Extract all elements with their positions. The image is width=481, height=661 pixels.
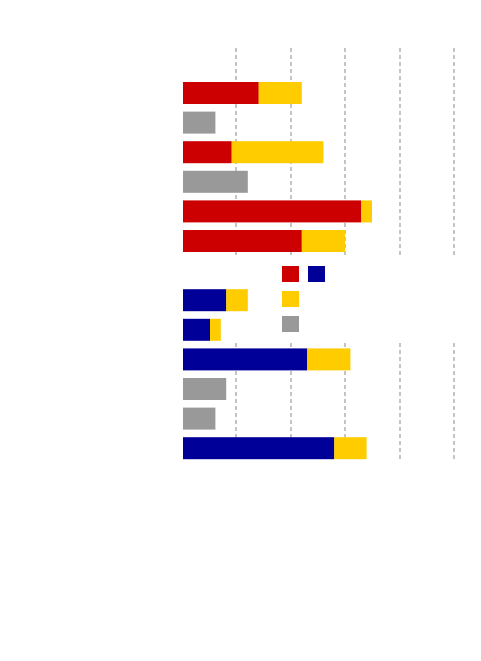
- bar-row-8-series-1: [183, 318, 210, 341]
- bar-row-4-series-0: [183, 200, 362, 223]
- legend-swatch-1: [308, 266, 325, 282]
- bar-row-12-series-1: [183, 437, 335, 460]
- bar-row-2-series-2: [231, 141, 324, 164]
- legend-swatch-0: [282, 266, 299, 282]
- bar-row-12-series-2: [334, 437, 367, 460]
- bar-row-7-series-1: [183, 289, 227, 312]
- bar-row-9-series-2: [307, 348, 351, 371]
- bar-row-0-series-2: [258, 82, 302, 104]
- bar-row-4-series-2: [361, 200, 372, 223]
- bar-row-7-series-2: [226, 289, 248, 312]
- legend-swatch-3: [282, 316, 299, 332]
- bar-row-3-series-3: [183, 170, 248, 193]
- legend-swatch-2: [282, 291, 299, 307]
- bar-row-10-series-3: [183, 378, 227, 400]
- bar-row-5-series-0: [183, 230, 302, 252]
- legend: [282, 266, 325, 332]
- bar-row-8-series-2: [210, 318, 221, 341]
- bar-row-11-series-3: [183, 407, 216, 430]
- gridlines: [235, 48, 455, 460]
- bar-row-9-series-1: [183, 348, 308, 371]
- bar-row-2-series-0: [183, 141, 232, 164]
- bar-row-0-series-0: [183, 82, 259, 104]
- bar-row-5-series-2: [301, 230, 345, 252]
- bars: [183, 82, 372, 460]
- bar-row-1-series-3: [183, 111, 216, 134]
